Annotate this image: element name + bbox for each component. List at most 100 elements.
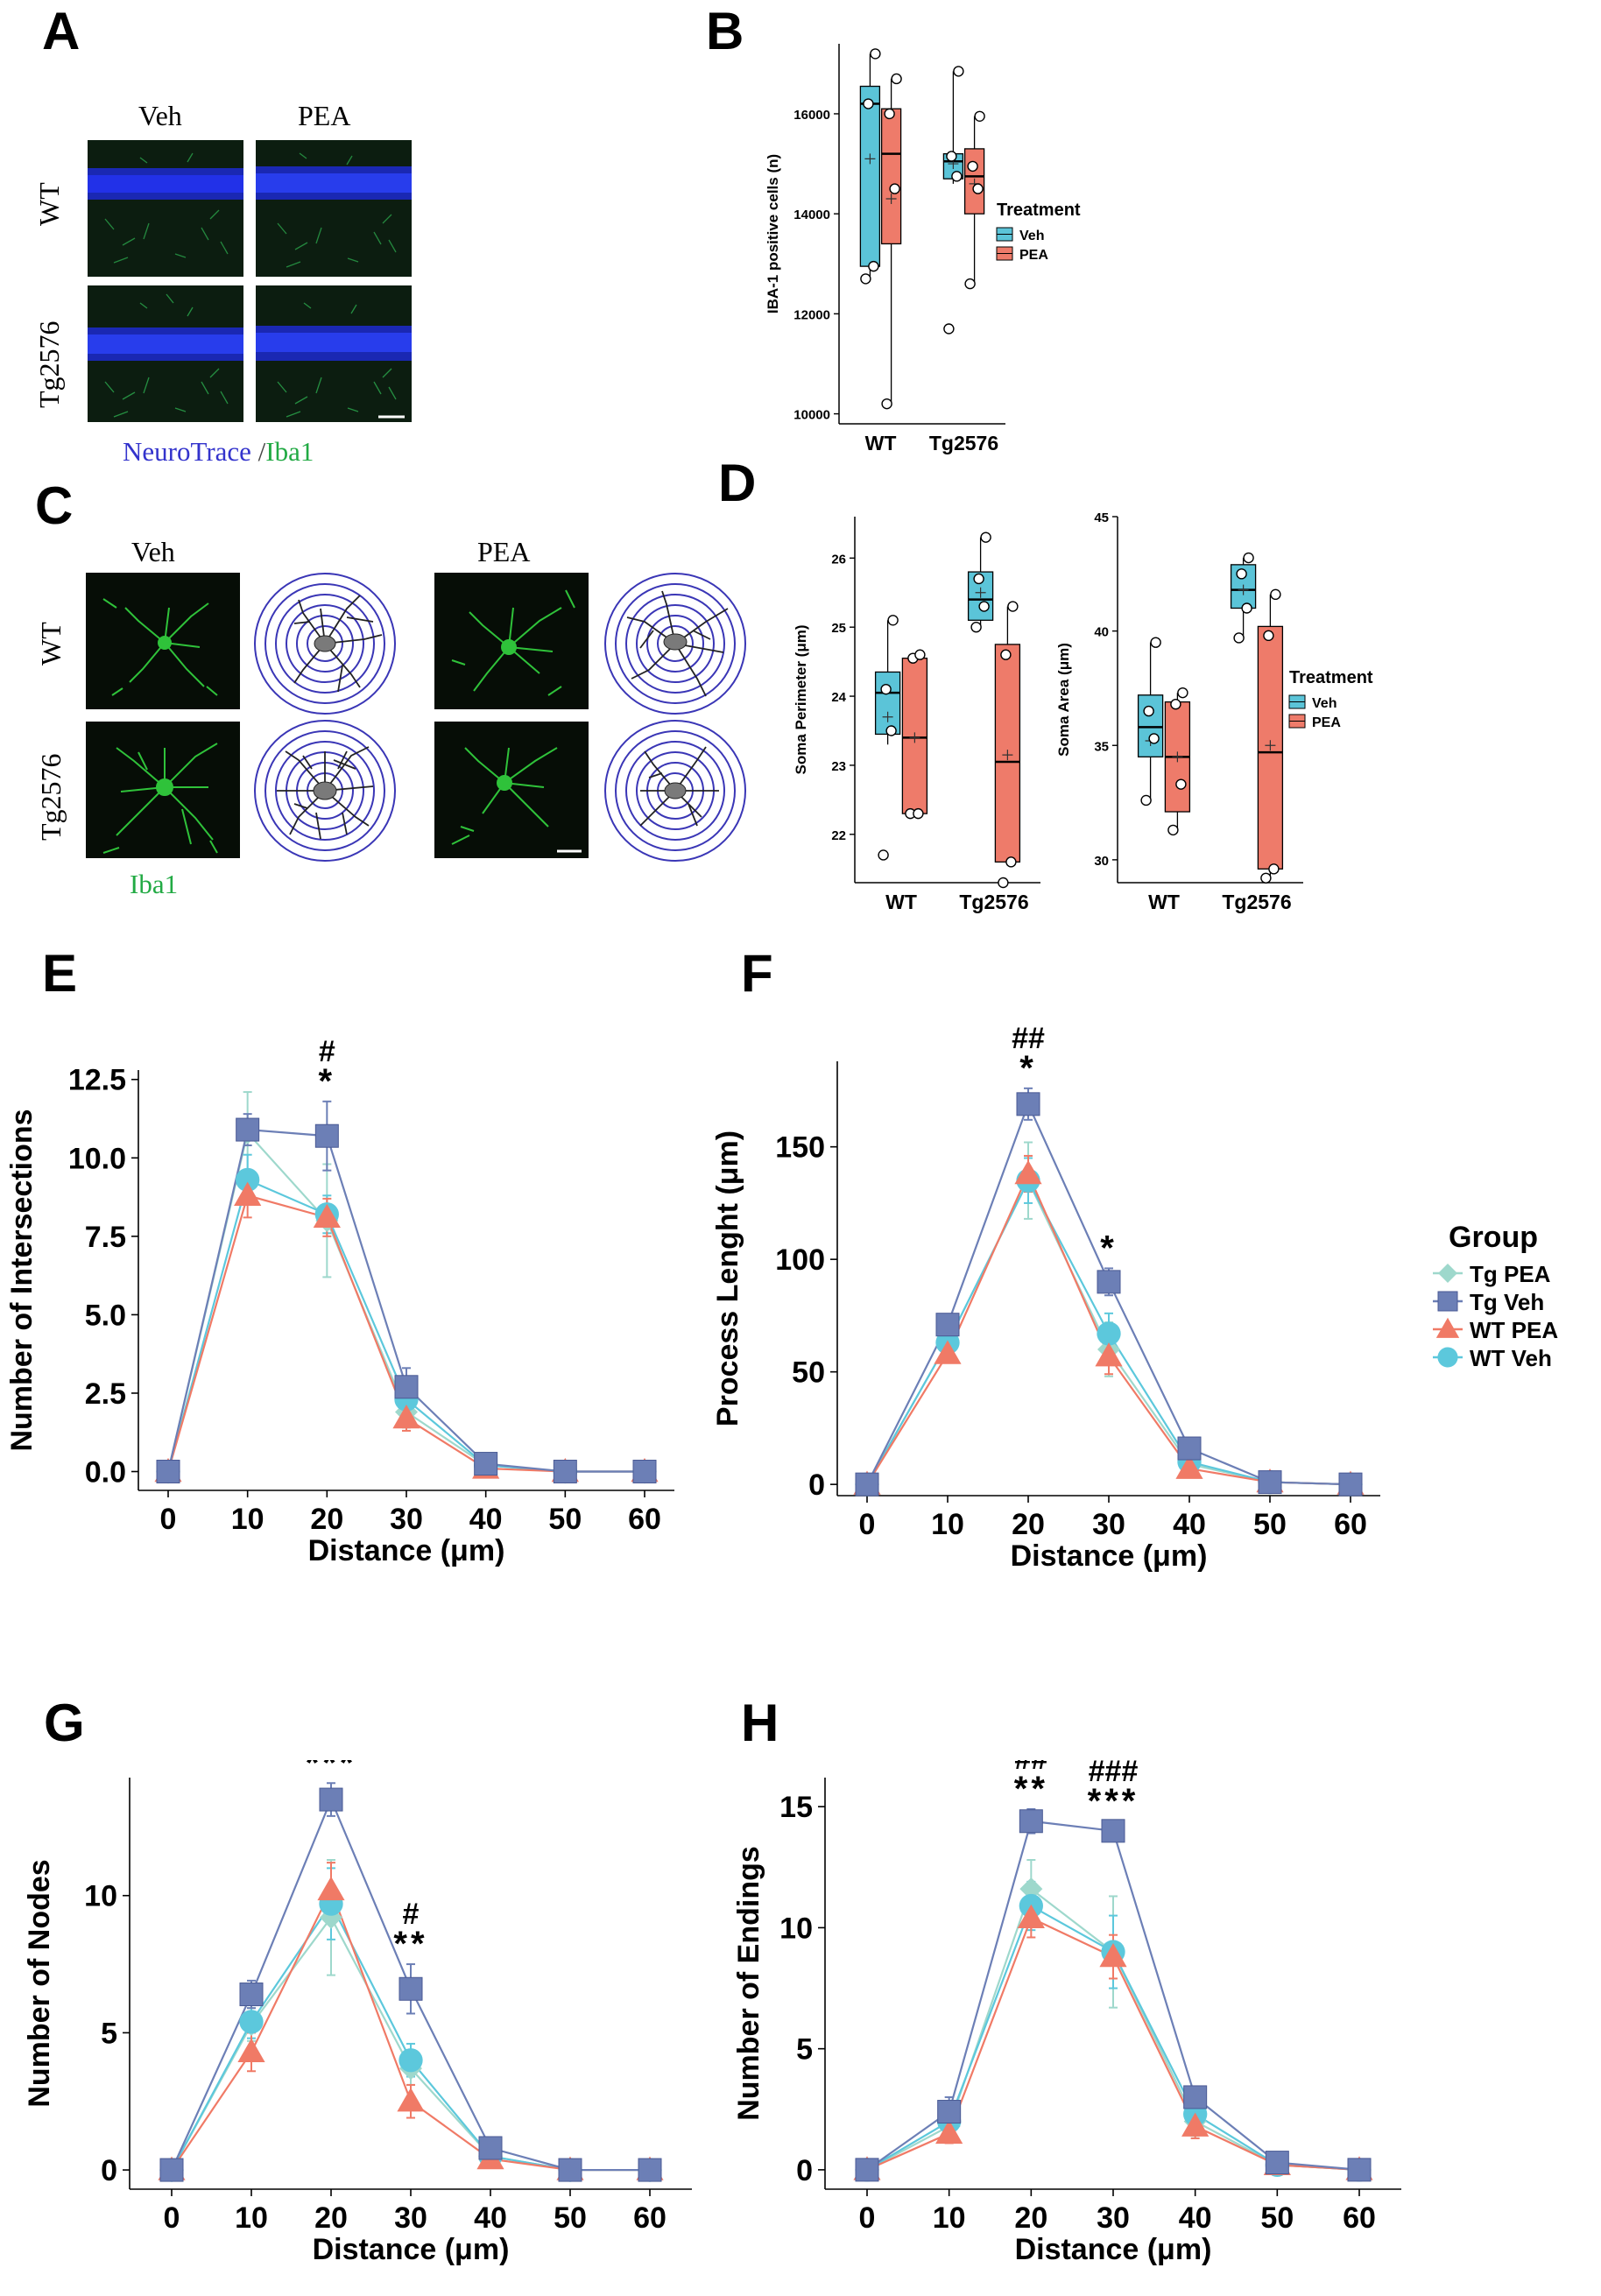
significance-star: *	[1019, 1049, 1037, 1088]
data-point	[972, 183, 984, 194]
legend-marker-tg-pea	[1438, 1264, 1457, 1283]
x-tick-label: 40	[474, 2201, 507, 2235]
data-point	[964, 278, 976, 290]
x-tick-label: 0	[859, 2201, 876, 2235]
x-tick-label: 30	[394, 2201, 427, 2235]
y-tick-label: 150	[775, 1131, 825, 1165]
box-mean-marker	[1172, 751, 1183, 763]
data-point	[974, 110, 985, 123]
data-point	[970, 621, 982, 633]
box-veh	[859, 85, 881, 267]
x-axis-title: Distance (μm)	[313, 2233, 510, 2266]
x-axis-title: Distance (μm)	[308, 1534, 505, 1567]
data-point	[1243, 552, 1254, 564]
y-tick-label: 30	[1094, 854, 1109, 869]
series-marker-wt-pea	[313, 1203, 341, 1229]
y-axis-title: Process Lenght (μm)	[711, 1130, 744, 1426]
series-marker-tg-veh	[553, 1460, 577, 1484]
significance-star: **	[393, 1925, 427, 1963]
panel-letter-c: C	[35, 476, 74, 535]
data-point	[998, 877, 1009, 889]
panel-letter-g: G	[44, 1694, 85, 1752]
data-point	[914, 649, 926, 660]
micrograph-a-wt-pea	[254, 138, 413, 278]
legend-label: WT PEA	[1470, 1317, 1558, 1343]
series-marker-wt-pea	[1181, 2112, 1210, 2137]
x-tick-label: 20	[310, 1503, 343, 1536]
y-tick-label: 10.0	[68, 1142, 126, 1175]
x-axis-title: Distance (μm)	[1011, 1539, 1208, 1573]
series-marker-tg-veh	[855, 2158, 879, 2182]
series-marker-tg-veh	[1347, 2158, 1372, 2182]
x-tick-label: 10	[235, 2201, 268, 2235]
series-marker-wt-pea	[237, 2038, 265, 2063]
box-mean-marker	[1002, 750, 1013, 761]
series-marker-tg-veh	[478, 2136, 503, 2160]
panel-letter-b: B	[706, 2, 744, 60]
series-marker-wt-pea	[1099, 1942, 1127, 1968]
micrograph-a-tg-veh	[86, 284, 245, 424]
box-mean-marker	[975, 587, 986, 598]
x-tick-label: 30	[390, 1503, 423, 1536]
x-tick-label: 50	[554, 2201, 587, 2235]
panel-a-col-label-veh: Veh	[138, 100, 182, 131]
panel-a-row-label-wt: WT	[33, 182, 65, 226]
data-point	[1167, 824, 1179, 836]
y-tick-label: 40	[1094, 625, 1109, 640]
y-tick-label: 5	[101, 2017, 117, 2050]
series-marker-tg-veh	[855, 1472, 879, 1497]
y-tick-label: 25	[831, 621, 846, 636]
x-axis-title: Distance (μm)	[1015, 2233, 1212, 2266]
sholl-diagram-tg-pea	[604, 720, 746, 862]
data-point	[1140, 794, 1152, 806]
data-point	[953, 66, 964, 77]
data-point	[878, 849, 889, 861]
iba1-label: Iba1	[265, 436, 314, 467]
panel-c-row-label-wt: WT	[35, 622, 67, 666]
stain-separator: /	[250, 436, 266, 467]
y-tick-label: 0.0	[85, 1456, 126, 1490]
y-tick-label: 12.5	[68, 1064, 126, 1097]
series-marker-tg-veh	[1265, 2151, 1289, 2175]
sholl-diagram-wt-veh	[254, 573, 396, 715]
legend-marker-wt-pea	[1435, 1317, 1460, 1338]
series-marker-wt-veh	[239, 2010, 264, 2034]
series-marker-tg-veh	[1258, 1470, 1282, 1495]
y-tick-label: 12000	[793, 307, 830, 322]
series-marker-wt-pea	[935, 2119, 963, 2145]
treatment-legend-d: Treatment Veh PEA	[1288, 668, 1373, 730]
line-chart-nodes: 0 5 10 0 10 20 30 40 50 60 Distance (μm) Number of …	[23, 1760, 692, 2266]
treatment-legend-b: Treatment Veh PEA	[996, 201, 1081, 263]
panel-c-iba1-label: Iba1	[130, 869, 179, 899]
data-point	[870, 48, 881, 60]
y-tick-label: 7.5	[85, 1221, 126, 1254]
data-point	[1260, 872, 1272, 884]
x-tick-label: 40	[1173, 1508, 1206, 1541]
micrograph-c-wt-veh	[84, 571, 242, 711]
x-tick-label: 10	[931, 1508, 964, 1541]
y-tick-label: 50	[792, 1356, 825, 1390]
box-mean-marker	[1265, 740, 1276, 751]
micrograph-c-wt-pea	[433, 571, 590, 711]
series-marker-tg-veh	[1019, 1809, 1043, 1834]
box-veh	[1137, 694, 1164, 757]
series-marker-tg-veh	[236, 1117, 260, 1142]
data-point	[1263, 630, 1274, 642]
box-mean-marker	[885, 194, 897, 205]
y-tick-label: 2.5	[85, 1377, 126, 1411]
x-tick-label: 50	[1253, 1508, 1287, 1541]
data-point	[1143, 705, 1154, 717]
series-marker-wt-pea	[934, 1340, 962, 1364]
data-point	[951, 171, 963, 182]
panel-c-col-label-pea: PEA	[477, 536, 531, 567]
x-tick-label: 0	[160, 1503, 177, 1536]
series-marker-wt-pea	[1095, 1342, 1123, 1367]
legend-label: Veh	[1312, 696, 1337, 711]
y-axis-title: Number of Intersections	[5, 1109, 39, 1451]
legend-label: WT Veh	[1470, 1345, 1552, 1371]
x-tick-label: 40	[469, 1503, 503, 1536]
data-point	[884, 108, 895, 120]
box-chart-soma-area: 30 35 40 45 Soma Area (μm) WT Tg2576	[1055, 511, 1303, 913]
x-tick-label: 50	[1260, 2201, 1294, 2235]
